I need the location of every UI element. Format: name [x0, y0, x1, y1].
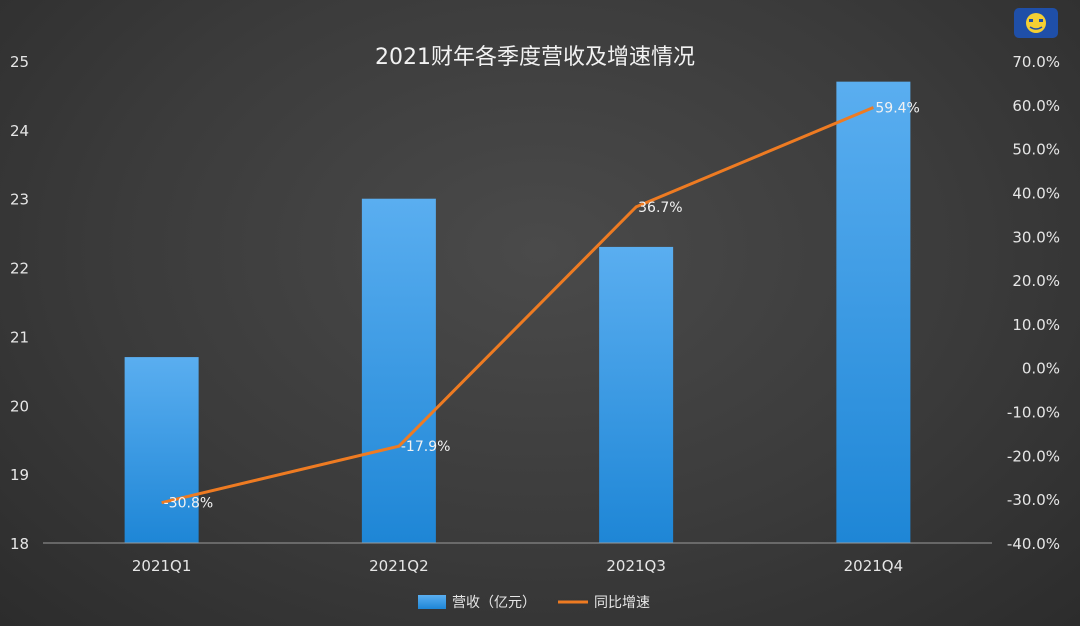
legend: 营收（亿元） 同比增速	[418, 595, 650, 611]
left-tick-label: 22	[10, 260, 29, 278]
left-tick-label: 18	[10, 535, 29, 553]
cartoon-face-logo-icon	[1014, 8, 1058, 38]
chart-title: 2021财年各季度营收及增速情况	[375, 45, 695, 70]
left-tick-label: 25	[10, 53, 29, 71]
right-tick-label: 30.0%	[1012, 228, 1060, 246]
left-tick-label: 19	[10, 466, 29, 484]
left-tick-label: 24	[10, 122, 29, 140]
bar-series	[124, 81, 911, 544]
bar	[124, 357, 199, 543]
line-series	[161, 106, 874, 505]
right-tick-label: -20.0%	[1007, 447, 1060, 465]
right-tick-label: 20.0%	[1012, 272, 1060, 290]
legend-swatch-bar	[418, 595, 446, 609]
right-tick-label: -40.0%	[1007, 535, 1060, 553]
left-tick-label: 23	[10, 191, 29, 209]
x-tick-label: 2021Q4	[844, 557, 904, 575]
x-axis: 2021Q1 2021Q2 2021Q3 2021Q4	[132, 557, 903, 575]
data-labels: -30.8% -17.9% 36.7% 59.4%	[164, 100, 920, 511]
right-tick-label: 0.0%	[1022, 360, 1060, 378]
left-tick-label: 21	[10, 328, 29, 346]
bar	[836, 81, 911, 544]
legend-label-line: 同比增速	[594, 595, 650, 611]
left-axis: 18 19 20 21 22 23 24 25	[10, 53, 29, 553]
x-tick-label: 2021Q2	[369, 557, 429, 575]
right-tick-label: -10.0%	[1007, 404, 1060, 422]
growth-line	[161, 106, 874, 505]
x-tick-label: 2021Q3	[606, 557, 666, 575]
right-tick-label: -30.0%	[1007, 491, 1060, 509]
data-label: -30.8%	[164, 496, 214, 512]
right-axis: -40.0% -30.0% -20.0% -10.0% 0.0% 10.0% 20.0% 30…	[1007, 53, 1060, 553]
bar	[361, 198, 436, 543]
right-tick-label: 10.0%	[1012, 316, 1060, 334]
right-tick-label: 50.0%	[1012, 141, 1060, 159]
x-tick-label: 2021Q1	[132, 557, 192, 575]
legend-label-bar: 营收（亿元）	[452, 595, 536, 611]
data-label: 59.4%	[875, 100, 919, 116]
data-label: -17.9%	[401, 439, 451, 455]
left-tick-label: 20	[10, 397, 29, 415]
bar	[599, 246, 674, 543]
data-label: 36.7%	[638, 200, 682, 216]
right-tick-label: 60.0%	[1012, 97, 1060, 115]
right-tick-label: 70.0%	[1012, 53, 1060, 71]
right-tick-label: 40.0%	[1012, 184, 1060, 202]
